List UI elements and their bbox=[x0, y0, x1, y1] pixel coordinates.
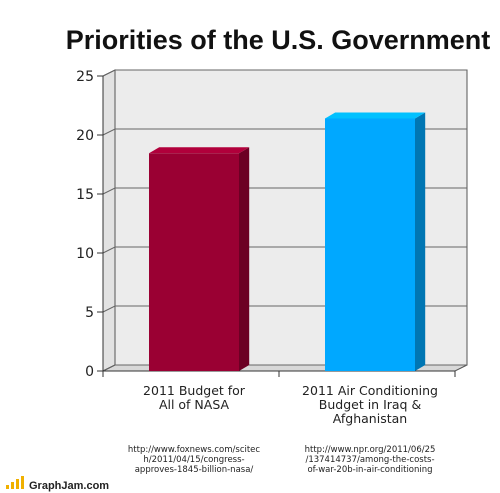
y-tick-label: 15 bbox=[76, 187, 94, 203]
footer: GraphJam.com bbox=[6, 476, 109, 492]
y-tick-label: 20 bbox=[76, 128, 94, 144]
gridline bbox=[102, 69, 467, 77]
y-tick-label: 0 bbox=[85, 364, 94, 380]
bar bbox=[149, 153, 239, 371]
bar-top bbox=[149, 147, 250, 154]
plot-area: 0 5 10 15 20 25 2011 Budget for All of NASA http… bbox=[76, 69, 468, 475]
bar-side bbox=[415, 112, 426, 371]
x-category-label: 2011 Budget for All of NASA bbox=[143, 383, 246, 412]
source-annotation: http://www.foxnews.com/scitec h/2011/04/1… bbox=[128, 445, 261, 475]
x-category-label: 2011 Air Conditioning Budget in Iraq & Afg… bbox=[302, 383, 438, 426]
y-tick-label: 5 bbox=[85, 305, 94, 321]
bar bbox=[325, 118, 415, 371]
plot-side-wall bbox=[102, 69, 116, 372]
bar-side bbox=[239, 147, 250, 371]
y-tick-label: 10 bbox=[76, 246, 94, 262]
bar-top bbox=[325, 112, 426, 119]
chart-title: Priorities of the U.S. Government bbox=[66, 25, 491, 55]
source-annotation: http://www.npr.org/2011/06/25/137414737/… bbox=[305, 445, 436, 475]
y-tick-label: 25 bbox=[76, 69, 94, 85]
brand-label: GraphJam.com bbox=[29, 480, 109, 492]
brand-logo-icon bbox=[6, 476, 24, 489]
